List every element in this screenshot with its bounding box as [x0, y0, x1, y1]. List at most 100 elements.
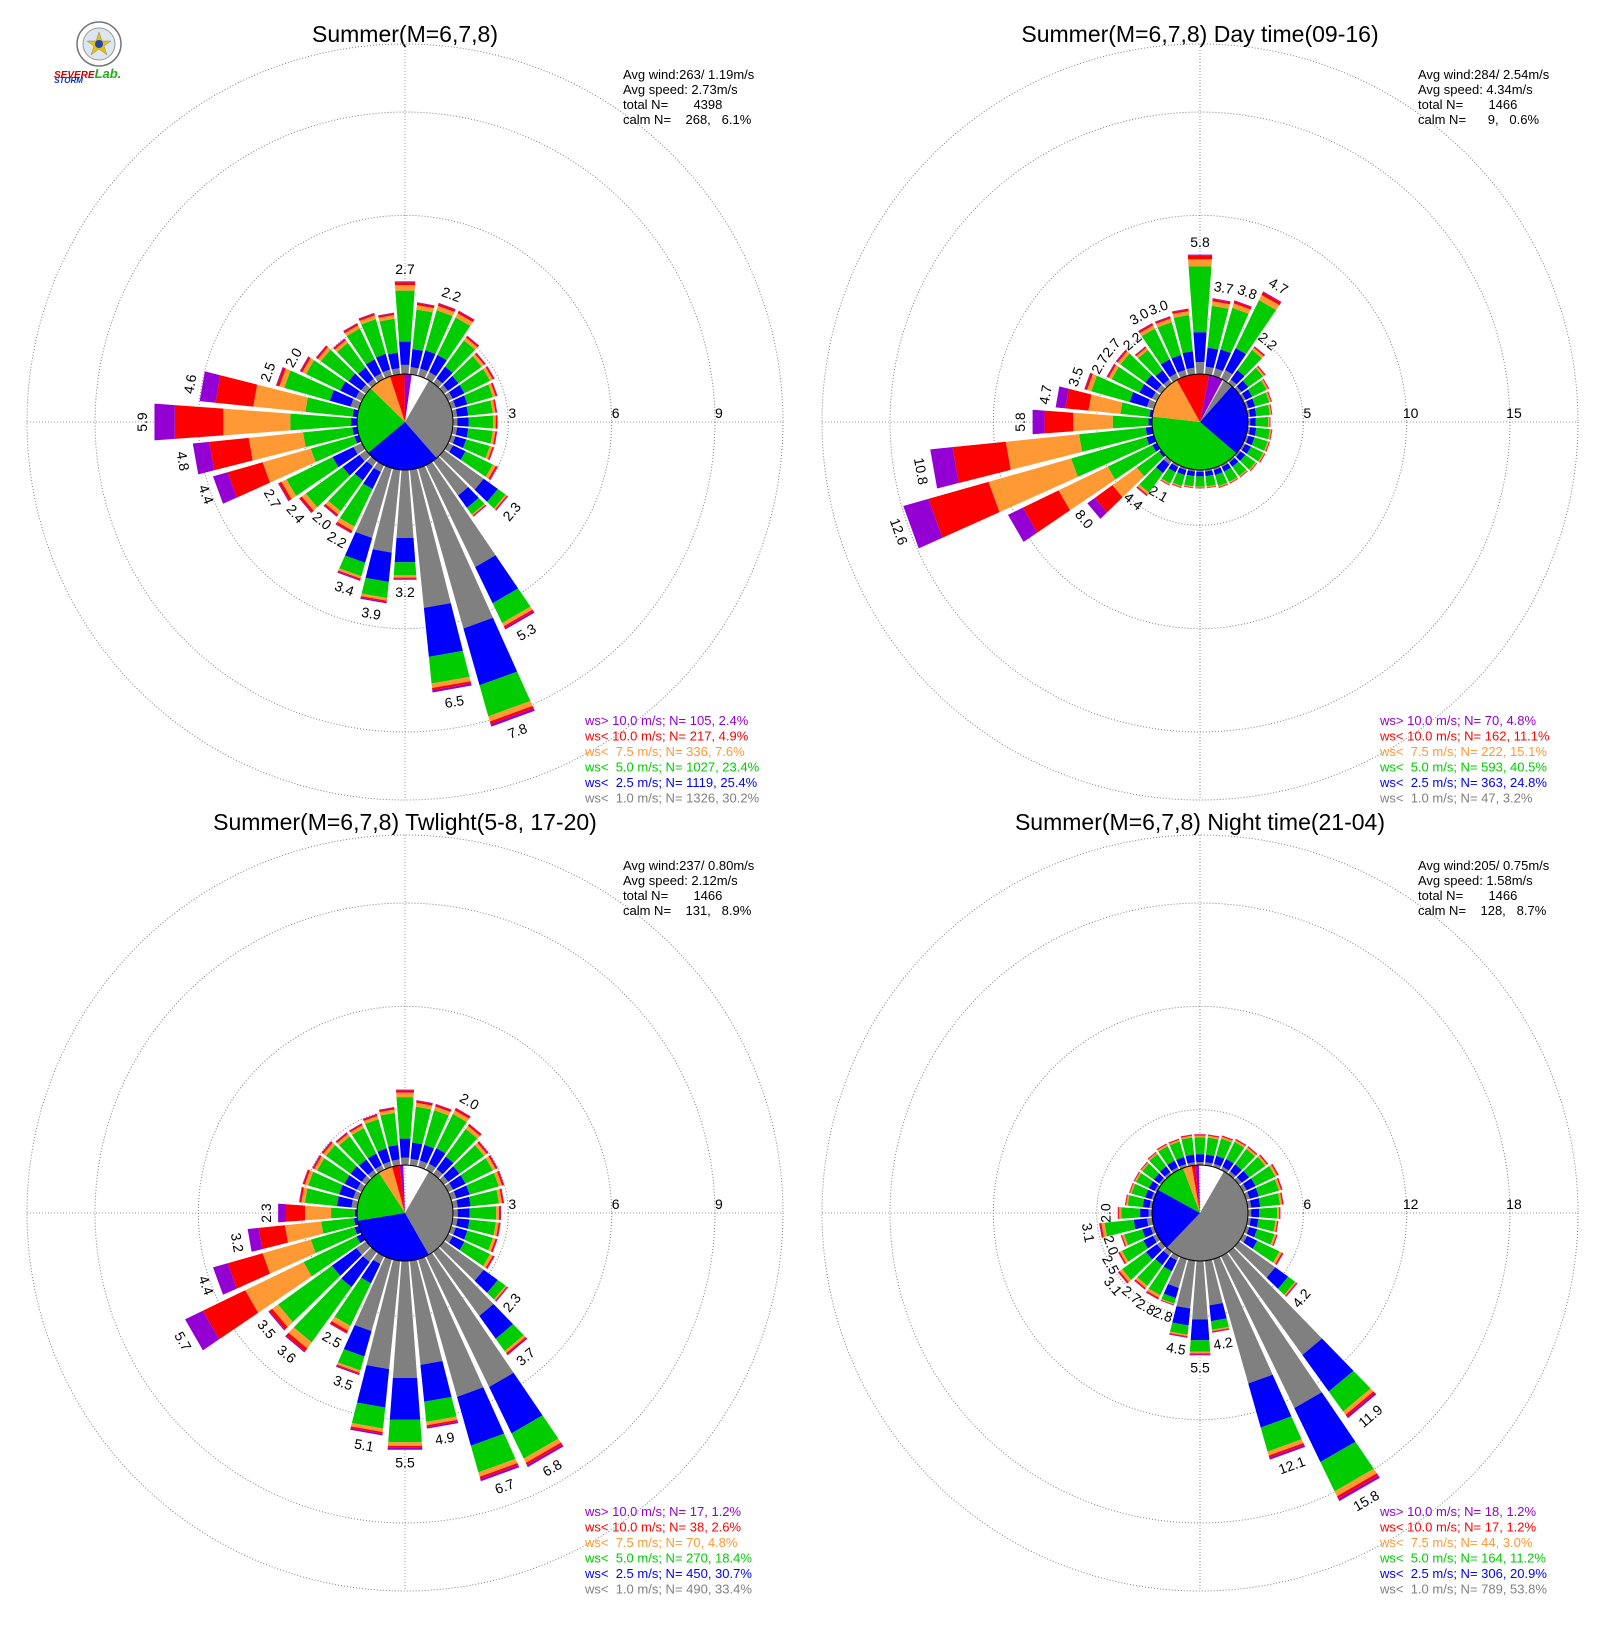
wind-bar-segment [1213, 467, 1223, 476]
wind-bar-segment [1257, 1155, 1268, 1166]
wind-bar-segment [1156, 1241, 1166, 1251]
wind-bar-segment [1189, 1351, 1211, 1354]
wind-bar-segment [262, 1239, 316, 1274]
wind-bar-segment [353, 442, 366, 455]
wind-bar: 5.3 [425, 461, 539, 644]
wind-bar: 8.0 [1072, 450, 1166, 532]
bar-value-label: 4.4 [195, 482, 217, 506]
pie-slice [391, 1165, 405, 1213]
wind-bar-segment [416, 305, 434, 313]
wind-bar: 5.9 [134, 403, 358, 441]
wind-bar-segment [1269, 416, 1271, 428]
wind-bar-segment [1087, 497, 1107, 519]
wind-bar-segment [361, 319, 386, 358]
stats-line: calm N= 9, 0.6% [1418, 112, 1539, 127]
wind-bar-segment [419, 1144, 435, 1164]
wind-bar-segment [1220, 370, 1233, 383]
wind-bar-segment [1266, 1267, 1289, 1289]
wind-bar-segment [396, 469, 414, 539]
wind-bar-segment [432, 681, 472, 691]
wind-bar-segment [1123, 1229, 1146, 1246]
bar-value-label: 3.1 [1079, 1222, 1098, 1244]
wind-bar-segment [456, 1218, 470, 1229]
stats-line: Avg speed: 4.34m/s [1418, 82, 1533, 97]
wind-bar [1140, 1161, 1166, 1185]
wind-bar-segment [1259, 1207, 1278, 1219]
wind-bar-segment [472, 353, 485, 367]
wind-bar [1128, 1182, 1157, 1200]
wind-bar-segment [286, 457, 339, 497]
wind-bar [321, 1141, 371, 1185]
wind-bar: 2.5 [257, 360, 362, 409]
wind-bar-segment [284, 1221, 324, 1243]
wind-bar-segment [457, 1208, 470, 1218]
wind-bar-segment [458, 310, 475, 321]
legend-entry: ws< 7.5 m/s; N= 44, 3.0% [1379, 1535, 1533, 1550]
wind-bar-segment [1213, 368, 1223, 379]
wind-bar-segment [1279, 1207, 1281, 1219]
wind-bar-segment [1134, 1172, 1142, 1182]
wind-bar-segment [1146, 1217, 1154, 1227]
wind-bar-segment [455, 406, 469, 417]
bar-value-label: 5.9 [134, 412, 150, 432]
wind-bar-segment [499, 1188, 504, 1204]
wind-bar-segment [387, 1447, 423, 1450]
wind-bar-segment [468, 415, 494, 429]
wind-bar-segment [455, 1107, 471, 1117]
wind-bar-segment [466, 428, 493, 444]
wind-bar-segment [1262, 291, 1282, 303]
wind-bar-segment [344, 325, 360, 337]
wind-bar-segment [302, 357, 315, 375]
wind-bar-segment [337, 570, 361, 580]
wind-bar-segment [1188, 259, 1212, 267]
chart-title: Summer(M=6,7,8) Twlight(5-8, 17-20) [213, 809, 597, 835]
wind-bar [448, 382, 498, 409]
wind-bar-segment [1250, 417, 1256, 427]
pie-slice [357, 1213, 429, 1261]
wind-bar-segment [1222, 1158, 1234, 1171]
wind-bar: 2.0 [1098, 1203, 1153, 1223]
bar-value-label: 3.6 [274, 1342, 299, 1367]
pie-slice [405, 1171, 454, 1255]
bar-value-label: 4.9 [434, 1429, 456, 1448]
wind-bar-segment [1336, 1473, 1379, 1499]
wind-bar-segment [276, 367, 286, 387]
wind-bar-segment [1235, 300, 1277, 355]
wind-bar-segment [1071, 437, 1150, 477]
wind-bar-segment [1215, 349, 1231, 372]
wind-bar-segment [428, 650, 470, 684]
wind-bar-segment [308, 1171, 343, 1195]
wind-bar-segment [1171, 461, 1180, 468]
wind-bar-segment [1139, 325, 1155, 337]
legend-entry: ws< 7.5 m/s; N= 336, 7.6% [584, 744, 745, 759]
legend-entry: ws< 10.0 m/s; N= 162, 11.1% [1379, 729, 1550, 744]
wind-bar-segment [275, 367, 284, 386]
wind-bar-segment [1055, 386, 1069, 409]
wind-bar-segment [1147, 1151, 1156, 1160]
wind-bar-segment [356, 1182, 366, 1193]
wind-bar-segment [1136, 451, 1164, 477]
bar-value-label: 5.7 [171, 1329, 195, 1354]
wind-bar-segment [361, 384, 371, 394]
wind-bar-segment [497, 1222, 501, 1237]
wind-bar-segment [227, 1253, 270, 1289]
wind-bar-segment [1270, 429, 1273, 440]
wind-bar-segment [1246, 398, 1256, 409]
wind-bar-segment [354, 1256, 392, 1332]
wind-bar-segment [1142, 1163, 1160, 1180]
bar-value-label: 3.5 [1065, 365, 1087, 389]
wind-bar-segment [286, 1204, 305, 1222]
wind-bar-segment [1148, 1266, 1172, 1296]
stats-line: total N= 1466 [1418, 888, 1517, 903]
wind-bar-segment [248, 432, 306, 461]
wind-bar: 5.5 [1189, 1260, 1211, 1376]
wind-bar-segment [1160, 1299, 1175, 1305]
wind-bar-segment [1273, 1220, 1278, 1233]
wind-bar [451, 399, 498, 418]
pie-slice [1200, 380, 1232, 422]
wind-bar-segment [467, 1124, 482, 1136]
wind-bar-segment [375, 1165, 385, 1174]
wind-bar-segment [400, 1157, 410, 1166]
wind-bar-segment [352, 426, 359, 435]
wind-bar-segment [409, 1158, 419, 1167]
